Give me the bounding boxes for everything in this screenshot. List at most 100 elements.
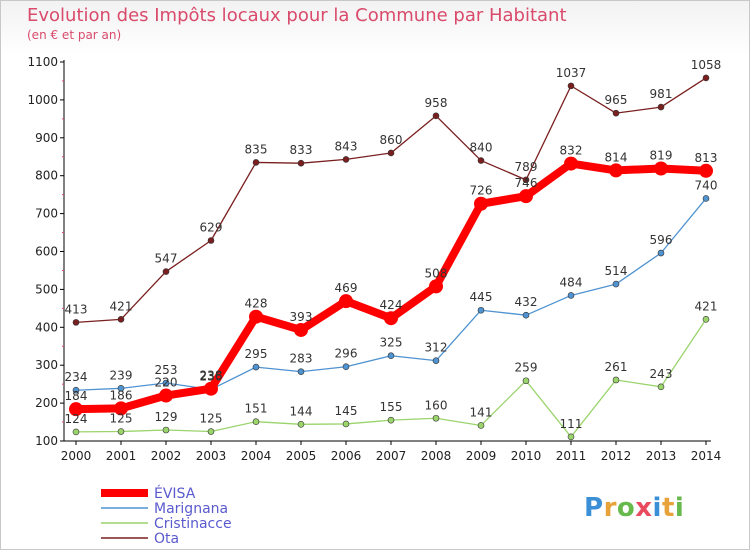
data-label: 508 (425, 266, 448, 280)
data-point (342, 420, 350, 428)
data-label: 141 (470, 405, 493, 419)
data-label: 958 (425, 96, 448, 110)
y-tick-label: 700 (35, 207, 58, 221)
data-point (117, 385, 125, 392)
data-label: 144 (290, 404, 313, 418)
data-label: 259 (515, 361, 538, 375)
data-point (522, 176, 530, 184)
data-label: 860 (380, 133, 403, 147)
legend-label-ota: Ota (154, 531, 179, 547)
x-tick-label: 2001 (106, 449, 137, 463)
data-label: 421 (110, 299, 133, 313)
data-label: 814 (605, 150, 628, 164)
data-label: 111 (560, 417, 583, 431)
data-point (702, 316, 710, 323)
data-label: 124 (65, 412, 88, 426)
data-point (567, 292, 575, 299)
logo-letter: i (652, 493, 662, 523)
data-point (522, 377, 530, 385)
data-point (477, 422, 485, 429)
data-point (204, 381, 218, 396)
data-label: 253 (155, 363, 178, 377)
data-point (207, 428, 215, 435)
data-label: 726 (470, 184, 493, 198)
y-tick-label: 300 (35, 358, 58, 372)
data-point (387, 352, 395, 360)
data-label: 514 (605, 264, 628, 278)
chart-title: Evolution des Impôts locaux pour la Comm… (27, 5, 567, 26)
data-point (72, 386, 80, 394)
x-tick-label: 2013 (646, 449, 677, 463)
logo-letter: i (674, 493, 685, 523)
data-point (609, 163, 623, 178)
data-point (297, 421, 305, 428)
x-tick-label: 2004 (241, 449, 272, 463)
data-point (429, 279, 443, 294)
x-tick-label: 2011 (556, 449, 587, 463)
data-label: 1037 (556, 66, 587, 80)
data-label: 740 (695, 178, 718, 192)
data-point (699, 163, 713, 178)
data-label: 155 (380, 400, 403, 414)
data-point (702, 195, 710, 202)
data-point (162, 426, 170, 434)
data-label: 234 (65, 370, 88, 384)
data-label: 160 (425, 398, 448, 412)
y-tick-label: 800 (35, 169, 58, 183)
y-tick-label: 400 (35, 320, 58, 334)
data-point (207, 237, 215, 244)
data-point (519, 189, 533, 204)
data-point (432, 357, 440, 364)
data-point (567, 433, 575, 441)
logo-letter: x (635, 493, 653, 523)
data-point (252, 363, 260, 371)
data-point (72, 319, 80, 326)
data-point (384, 311, 398, 326)
data-label: 432 (515, 295, 538, 309)
data-label: 296 (335, 347, 358, 361)
data-label: 295 (245, 347, 268, 361)
logo-letter: t (661, 493, 675, 523)
data-point (114, 401, 128, 416)
y-tick-label: 500 (35, 282, 58, 296)
data-point (342, 363, 350, 371)
data-label: 243 (650, 367, 673, 381)
x-tick-label: 2010 (511, 449, 542, 463)
x-tick-label: 2012 (601, 449, 632, 463)
data-point (342, 156, 350, 163)
data-label: 840 (470, 141, 493, 155)
data-label: 813 (695, 151, 718, 165)
data-point (339, 294, 353, 309)
x-tick-label: 2002 (151, 449, 182, 463)
data-point (252, 159, 260, 166)
data-point (249, 309, 263, 324)
data-point (477, 306, 485, 314)
data-point (387, 416, 395, 424)
legend-label-évisa: ÉVISA (154, 485, 196, 502)
data-point (702, 74, 710, 82)
data-point (564, 156, 578, 171)
data-point (474, 196, 488, 211)
proxiti-logo: Proxiti (584, 493, 684, 523)
x-tick-label: 2003 (196, 449, 227, 463)
data-point (612, 109, 620, 117)
data-label: 283 (290, 352, 313, 366)
data-point (567, 82, 575, 90)
x-tick-label: 2000 (61, 449, 92, 463)
data-point (294, 322, 308, 337)
x-tick-label: 2007 (376, 449, 407, 463)
data-label: 151 (245, 402, 268, 416)
data-label: 186 (110, 388, 133, 402)
data-label: 819 (650, 148, 673, 162)
data-point (657, 249, 665, 257)
legend-label-marignana: Marignana (154, 501, 228, 517)
data-label: 421 (695, 299, 718, 313)
data-point (72, 428, 80, 436)
data-label: 965 (605, 93, 628, 107)
y-tick-label: 600 (35, 245, 58, 259)
data-label: 833 (290, 143, 313, 157)
x-tick-label: 2014 (691, 449, 722, 463)
data-label: 393 (290, 310, 313, 324)
y-tick-label: 100 (35, 434, 58, 448)
